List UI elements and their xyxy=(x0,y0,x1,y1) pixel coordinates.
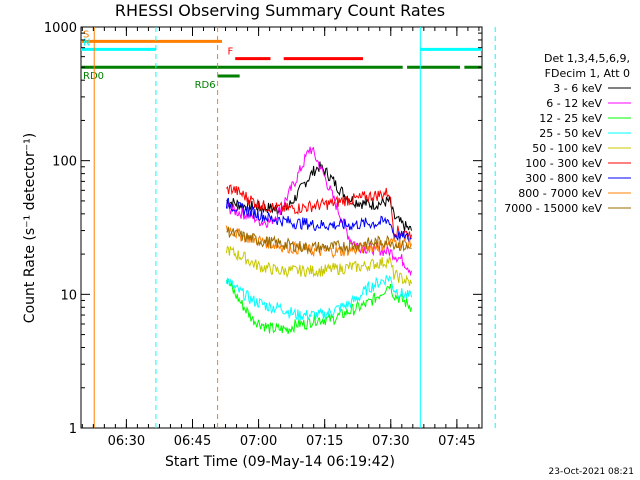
flag-bar-label: RD6 xyxy=(195,80,216,91)
x-axis-label: Start Time (09-May-14 06:19:42) xyxy=(165,454,395,470)
legend-label: 12 - 25 keV xyxy=(539,112,602,125)
footer-date: 23-Oct-2021 08:21 xyxy=(549,467,634,477)
legend-label: 50 - 100 keV xyxy=(532,142,602,155)
flag-bar-label: N xyxy=(83,37,90,48)
series-line xyxy=(225,278,412,335)
series-line xyxy=(226,146,412,277)
y-axis: 1 10 100 1000 xyxy=(44,21,482,437)
flag-bar-label: S xyxy=(83,29,89,40)
x-tick-label: 07:30 xyxy=(372,434,409,449)
series-line xyxy=(225,245,412,286)
flag-bars: SN F RD0 RD6 xyxy=(81,29,482,91)
series-line xyxy=(226,226,412,254)
flag-bar-label: F xyxy=(227,47,233,58)
y-axis-label: Count Rate (s⁻¹ detector⁻¹) xyxy=(22,133,38,323)
y-tick-label: 1 xyxy=(69,422,77,437)
legend-label: 3 - 6 keV xyxy=(553,82,602,95)
legend-label: 300 - 800 keV xyxy=(525,172,602,185)
x-tick-label: 07:00 xyxy=(240,434,277,449)
legend-label: 25 - 50 keV xyxy=(539,127,602,140)
legend: Det 1,3,4,5,6,9, FDecim 1, Att 0 3 - 6 keV… xyxy=(504,52,631,215)
x-axis: 06:30 06:45 07:00 07:15 07:30 07:45 xyxy=(81,27,480,449)
x-tick-label: 07:45 xyxy=(438,434,475,449)
flag-bar-label: RD0 xyxy=(83,71,104,82)
plot-frame xyxy=(80,26,483,429)
y-tick-label: 1000 xyxy=(44,21,77,36)
x-tick-label: 06:45 xyxy=(174,434,211,449)
series-line xyxy=(225,197,412,243)
series-group xyxy=(225,146,412,335)
series-line xyxy=(226,184,412,241)
mode-lines xyxy=(93,27,496,428)
x-tick-label: 07:15 xyxy=(306,434,343,449)
x-tick-label: 06:30 xyxy=(108,434,145,449)
legend-label: 6 - 12 keV xyxy=(546,97,602,110)
series-line xyxy=(226,161,412,232)
legend-label: 100 - 300 keV xyxy=(525,157,602,170)
chart-title: RHESSI Observing Summary Count Rates xyxy=(115,1,445,20)
y-tick-label: 10 xyxy=(60,288,77,303)
series-line xyxy=(225,275,412,321)
legend-header: Det 1,3,4,5,6,9, xyxy=(544,52,630,65)
legend-label: 800 - 7000 keV xyxy=(518,187,602,200)
legend-header: FDecim 1, Att 0 xyxy=(545,67,630,80)
y-tick-label: 100 xyxy=(52,155,77,170)
legend-label: 7000 - 15000 keV xyxy=(504,202,602,215)
